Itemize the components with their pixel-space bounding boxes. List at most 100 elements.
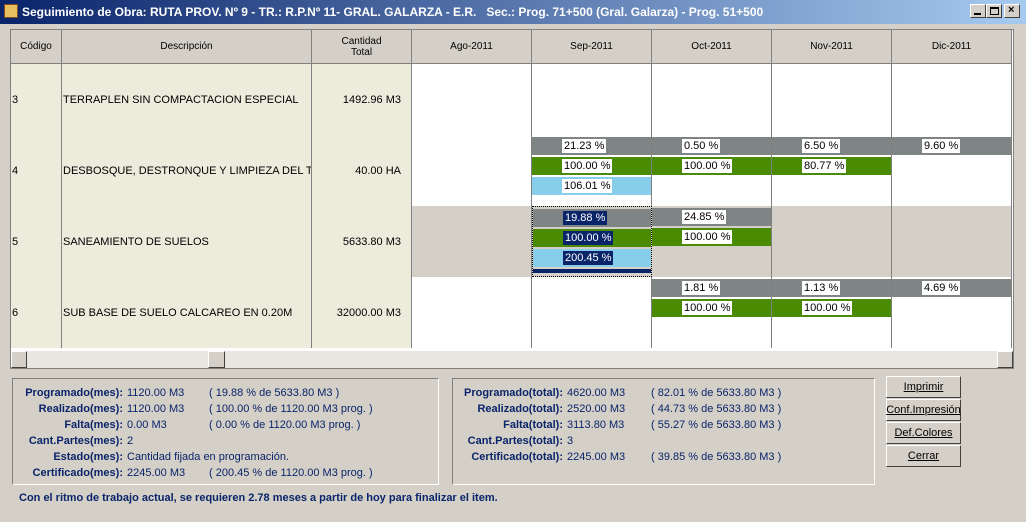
progress-bar: 0.50 % [652, 137, 771, 155]
bar-label: 100.00 % [562, 159, 613, 173]
button[interactable]: Imprimir [886, 376, 961, 398]
code-cell: 3 [11, 64, 62, 135]
button-label[interactable]: Imprimir [903, 381, 944, 393]
button[interactable]: Conf.Impresión [886, 399, 961, 421]
progress-bar: 1.13 % [772, 279, 891, 297]
code-cell: 6 [11, 277, 62, 348]
progress-bar: 100.00 % [652, 228, 771, 246]
month-cell[interactable]: 0.50 % 100.00 % [652, 135, 772, 206]
month-cell[interactable]: 4.69 % [892, 277, 1012, 348]
month-cell[interactable]: 1.13 % 100.00 % [772, 277, 892, 348]
bar-label: 1.13 % [802, 281, 841, 295]
quantity-cell: 5633.80 M3 [312, 206, 412, 277]
column-header: Sep-2011 [532, 30, 652, 64]
title-bar [0, 0, 1026, 24]
minimize-button[interactable] [970, 4, 986, 18]
field-note: ( 39.85 % de 5633.80 M3 ) [651, 451, 782, 463]
quantity-cell: 40.00 HA [312, 135, 412, 206]
field-label: Programado(mes): [25, 387, 123, 399]
field-value: Cantidad fijada en programación. [127, 451, 290, 463]
field-label: Falta(mes): [64, 419, 123, 431]
field-note: ( 82.01 % de 5633.80 M3 ) [651, 387, 782, 399]
button-label[interactable]: Def.Colores [894, 427, 953, 439]
button[interactable]: Cerrar [886, 445, 961, 467]
field-label: Realizado(total): [477, 403, 563, 415]
bar-label: 100.00 % [682, 301, 733, 315]
bar-label: 200.45 % [563, 251, 614, 265]
quantity-cell: 1492.96 M3 [312, 64, 412, 135]
field-label: Estado(mes): [53, 451, 123, 463]
bar-label: 6.50 % [802, 139, 841, 153]
progress-bar: 100.00 % [652, 157, 771, 175]
month-cell[interactable] [772, 64, 892, 135]
schedule-grid: Código Descripción Cantidad Total Ago-2011 S… [10, 29, 1014, 369]
button-label[interactable]: Cerrar [907, 450, 940, 462]
progress-bar: 100.00 % [772, 299, 891, 317]
quantity-cell-text: 40.00 HA [355, 164, 401, 177]
window-title: Seguimiento de Obra: RUTA PROV. Nº 9 - T… [22, 5, 764, 19]
progress-bar: 100.00 % [532, 157, 651, 175]
month-cell[interactable] [412, 277, 532, 348]
progress-bar: 200.45 % [533, 249, 651, 267]
code-cell: 5 [11, 206, 62, 277]
quantity-cell: 32000.00 M3 [312, 277, 412, 348]
field-value: 2520.00 M3 [567, 403, 626, 415]
bar-label: 4.69 % [922, 281, 961, 295]
field-note: ( 44.73 % de 5633.80 M3 ) [651, 403, 782, 415]
field-value: 3 [567, 435, 574, 447]
month-cell[interactable]: 6.50 % 80.77 % [772, 135, 892, 206]
column-header: Oct-2011 [652, 30, 772, 64]
bar-label: 106.01 % [562, 179, 613, 193]
maximize-button[interactable] [986, 4, 1002, 18]
field-value: 2 [127, 435, 134, 447]
horizontal-scrollbar[interactable] [11, 351, 1013, 368]
month-cell[interactable] [532, 64, 652, 135]
bar-label: 100.00 % [563, 231, 614, 245]
month-cell[interactable] [412, 206, 532, 277]
bar-label: 1.81 % [682, 281, 721, 295]
month-cell[interactable] [892, 64, 1012, 135]
description-cell: DESBOSQUE, DESTRONQUE Y LIMPIEZA DEL TER [62, 135, 312, 206]
description-cell: SANEAMIENTO DE SUELOS [62, 206, 312, 277]
month-cell[interactable]: 21.23 % 100.00 % 106.01 % [532, 135, 652, 206]
month-cell[interactable]: 19.88 % 100.00 % 200.45 % [532, 206, 652, 277]
description-cell: SUB BASE DE SUELO CALCAREO EN 0.20M [62, 277, 312, 348]
month-cell[interactable] [412, 64, 532, 135]
bar-label: 100.00 % [682, 159, 733, 173]
progress-bar: 21.23 % [532, 137, 651, 155]
quantity-cell-text: 32000.00 M3 [336, 306, 401, 319]
month-cell[interactable] [532, 277, 652, 348]
progress-bar: 9.60 % [892, 137, 1011, 155]
month-panel: Programado(mes): 1120.00 M3 ( 19.88 % de 5… [12, 378, 439, 485]
code-cell-text: 4 [12, 164, 19, 177]
month-cell[interactable] [892, 206, 1012, 277]
description-cell-text: SUB BASE DE SUELO CALCAREO EN 0.20M [63, 306, 293, 319]
month-cell[interactable] [772, 206, 892, 277]
button[interactable]: Def.Colores [886, 422, 961, 444]
bar-label: 21.23 % [562, 139, 607, 153]
month-cell[interactable]: 1.81 % 100.00 % [652, 277, 772, 348]
month-cell[interactable] [652, 64, 772, 135]
column-header: Cantidad Total [312, 30, 412, 64]
column-header: Código [11, 30, 62, 64]
progress-bar: 4.69 % [892, 279, 1011, 297]
progress-bar: 24.85 % [652, 208, 771, 226]
field-label: Falta(total): [503, 419, 563, 431]
close-button[interactable]: × [1004, 4, 1020, 18]
button-label[interactable]: Conf.Impresión [886, 404, 961, 416]
column-header: Dic-2011 [892, 30, 1012, 64]
field-label: Cant.Partes(total): [467, 435, 563, 447]
month-cell[interactable] [412, 135, 532, 206]
field-value: 1120.00 M3 [127, 403, 185, 415]
field-value: 2245.00 M3 [127, 467, 186, 479]
bar-label: 9.60 % [922, 139, 961, 153]
field-label: Programado(total): [464, 387, 563, 399]
bar-label: 24.85 % [682, 210, 727, 224]
field-value: 2245.00 M3 [567, 451, 626, 463]
field-note: ( 0.00 % de 1120.00 M3 prog. ) [209, 419, 361, 431]
progress-bar: 100.00 % [533, 229, 651, 247]
month-cell[interactable]: 24.85 % 100.00 % [652, 206, 772, 277]
month-cell[interactable]: 9.60 % [892, 135, 1012, 206]
field-note: ( 100.00 % de 1120.00 M3 prog. ) [209, 403, 373, 415]
